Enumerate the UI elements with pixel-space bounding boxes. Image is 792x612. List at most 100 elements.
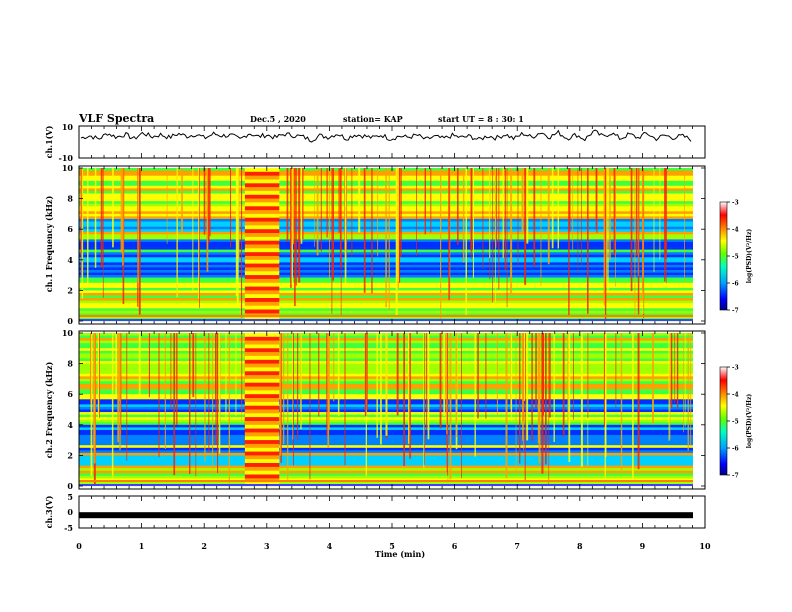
sferic-line bbox=[344, 168, 345, 251]
colorbar-tick-label: -5 bbox=[732, 419, 739, 426]
sferic-line bbox=[385, 168, 387, 308]
sferic-line bbox=[462, 168, 465, 263]
burst-band bbox=[244, 413, 280, 418]
x-tick-label: 2 bbox=[201, 541, 207, 551]
sferic-line bbox=[568, 168, 570, 318]
sferic-line bbox=[279, 333, 282, 456]
burst-band bbox=[244, 436, 280, 441]
burst-band bbox=[244, 301, 280, 306]
sferic-line bbox=[298, 168, 301, 283]
sferic-line bbox=[316, 168, 319, 256]
sferic-line bbox=[192, 333, 195, 397]
burst-band bbox=[244, 233, 280, 238]
frequency-band bbox=[79, 463, 693, 466]
sferic-line bbox=[189, 333, 191, 474]
frequency-band bbox=[79, 455, 693, 459]
ch3-ytick-bottom: -5 bbox=[64, 523, 73, 533]
frequency-band bbox=[79, 442, 693, 446]
sferic-line bbox=[138, 168, 141, 315]
colorbar-tick-label: -5 bbox=[732, 254, 739, 261]
sferic-line bbox=[380, 333, 382, 445]
sferic-line bbox=[581, 168, 582, 266]
sferic-line bbox=[496, 333, 498, 416]
sferic-line bbox=[300, 333, 302, 430]
sferic-line bbox=[642, 168, 644, 302]
x-tick-label: 0 bbox=[76, 541, 82, 551]
sferic-line bbox=[613, 168, 616, 256]
sferic-line bbox=[424, 168, 426, 235]
burst-band bbox=[244, 440, 280, 445]
burst-band bbox=[244, 190, 280, 195]
sferic-line bbox=[446, 333, 448, 435]
sferic-line bbox=[293, 333, 294, 466]
sferic-line bbox=[676, 333, 679, 409]
sferic-line bbox=[510, 168, 513, 295]
sferic-line bbox=[587, 168, 589, 314]
sferic-line bbox=[683, 333, 684, 433]
sferic-line bbox=[122, 168, 124, 266]
sferic-line bbox=[120, 168, 123, 253]
sferic-line bbox=[471, 168, 473, 252]
sferic-line bbox=[318, 333, 320, 417]
burst-band bbox=[244, 459, 280, 464]
sferic-line bbox=[526, 168, 529, 244]
ch3-waveform-trace bbox=[79, 512, 693, 519]
sferic-line bbox=[482, 168, 484, 269]
burst-band bbox=[244, 367, 280, 372]
burst-band bbox=[244, 282, 280, 287]
sferic-line bbox=[408, 333, 410, 444]
sferic-line bbox=[203, 168, 206, 235]
ch1-spectrogram-ylabel: ch.1 Frequency (kHz) bbox=[44, 196, 54, 293]
sferic-line bbox=[665, 168, 667, 284]
sferic-line bbox=[212, 333, 214, 455]
colorbar-ch2: -3 -4 -5 -6 -7 log(PSD)(V²/Hz) bbox=[719, 365, 753, 480]
sferic-line bbox=[112, 168, 114, 248]
sferic-line bbox=[517, 168, 519, 267]
sferic-line bbox=[366, 333, 368, 411]
colorbar-tick-label: -6 bbox=[732, 281, 739, 288]
sferic-line bbox=[670, 333, 673, 409]
burst-band bbox=[244, 359, 280, 364]
sferic-line bbox=[176, 168, 178, 298]
sferic-line bbox=[424, 333, 425, 465]
sferic-line bbox=[526, 333, 529, 441]
sferic-line bbox=[523, 333, 525, 401]
x-tick-label: 5 bbox=[389, 541, 395, 551]
sferic-line bbox=[607, 168, 609, 291]
ch1-waveform-ylabel: ch.1(V) bbox=[44, 125, 54, 158]
sferic-line bbox=[669, 333, 671, 440]
sferic-line bbox=[636, 168, 638, 256]
sferic-line bbox=[524, 168, 527, 285]
sferic-line bbox=[495, 168, 497, 248]
sferic-line bbox=[549, 333, 551, 418]
colorbar-ch1-scale bbox=[719, 201, 728, 311]
sferic-line bbox=[282, 333, 285, 444]
sferic-line bbox=[447, 333, 448, 476]
frequency-band bbox=[79, 452, 693, 456]
burst-band bbox=[244, 267, 280, 272]
sferic-line bbox=[531, 333, 533, 441]
sferic-line bbox=[309, 333, 311, 480]
sferic-line bbox=[603, 168, 606, 305]
sferic-line bbox=[567, 333, 569, 425]
sferic-line bbox=[166, 168, 168, 244]
frequency-band bbox=[79, 457, 693, 461]
sferic-line bbox=[502, 168, 504, 258]
sferic-line bbox=[238, 168, 240, 259]
burst-band bbox=[244, 309, 280, 314]
sferic-line bbox=[170, 333, 172, 410]
ch3-ytick-top: 5 bbox=[67, 492, 73, 502]
sferic-line bbox=[286, 168, 289, 242]
burst-band bbox=[244, 363, 280, 368]
sferic-line bbox=[120, 333, 122, 435]
sferic-line bbox=[351, 168, 353, 257]
sferic-line bbox=[115, 333, 117, 398]
sferic-line bbox=[138, 333, 141, 399]
sferic-line bbox=[440, 168, 442, 230]
ch3-waveform-ylabel: ch.3(V) bbox=[44, 495, 54, 528]
burst-band bbox=[244, 375, 280, 380]
sferic-line bbox=[137, 168, 139, 283]
colorbar-ch1: -3 -4 -5 -6 -7 log(PSD)(V²/Hz) bbox=[719, 200, 753, 315]
sferic-line bbox=[457, 168, 459, 245]
